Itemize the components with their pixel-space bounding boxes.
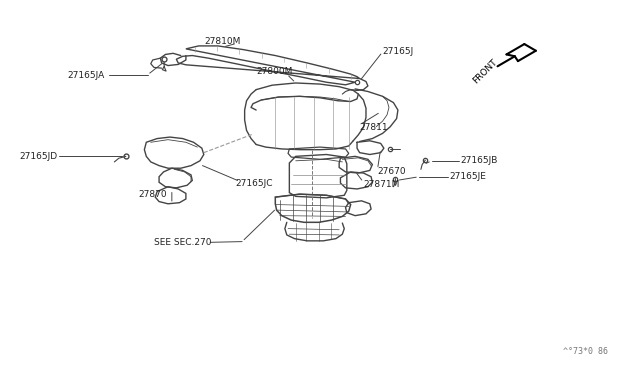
Text: 27165JC: 27165JC xyxy=(236,179,273,187)
Text: 27870: 27870 xyxy=(138,190,166,199)
Text: 27165JA: 27165JA xyxy=(68,71,105,80)
Text: SEE SEC.270: SEE SEC.270 xyxy=(154,238,211,247)
Text: 27165JE: 27165JE xyxy=(449,172,486,181)
Text: 27670: 27670 xyxy=(378,167,406,176)
Text: 27810M: 27810M xyxy=(205,37,241,46)
Text: 27165J: 27165J xyxy=(383,47,414,56)
Text: ^°73*0 86: ^°73*0 86 xyxy=(563,347,607,356)
Text: 27871M: 27871M xyxy=(364,180,400,189)
Text: 27811: 27811 xyxy=(360,123,388,132)
Text: 27165JD: 27165JD xyxy=(20,152,58,161)
Text: 27800M: 27800M xyxy=(256,67,292,76)
Text: 27165JB: 27165JB xyxy=(461,156,498,165)
Text: FRONT: FRONT xyxy=(472,58,499,86)
